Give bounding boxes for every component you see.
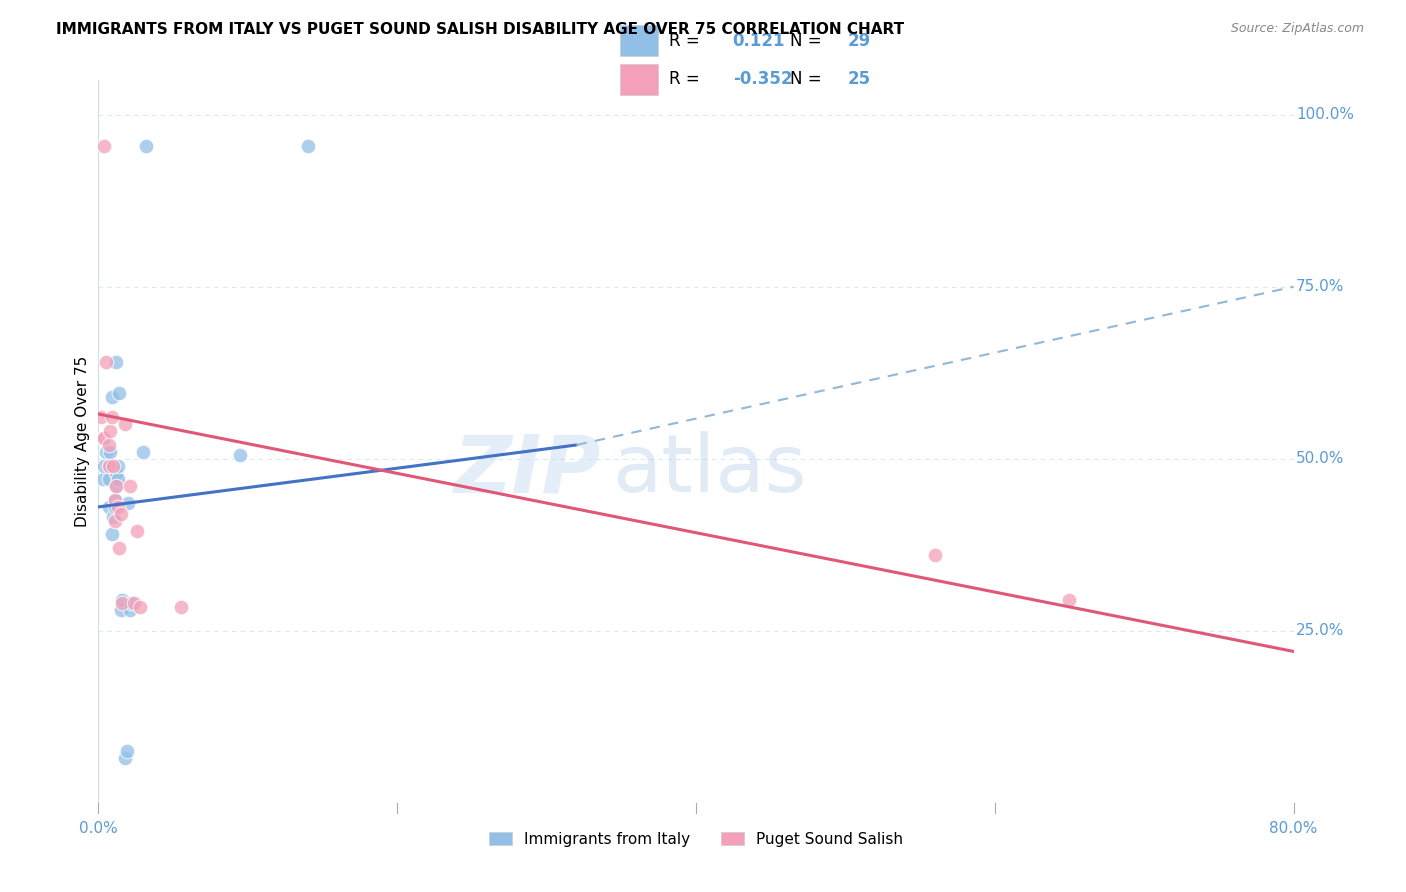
Text: Source: ZipAtlas.com: Source: ZipAtlas.com bbox=[1230, 22, 1364, 36]
Point bbox=[98, 424, 122, 438]
Point bbox=[91, 472, 114, 486]
Point bbox=[229, 448, 252, 462]
Point bbox=[101, 527, 124, 541]
Text: 80.0%: 80.0% bbox=[1270, 821, 1317, 836]
Text: 29: 29 bbox=[848, 32, 872, 50]
Point bbox=[104, 493, 127, 508]
Point bbox=[124, 596, 146, 610]
Point bbox=[107, 472, 129, 486]
Point bbox=[97, 500, 120, 514]
Point bbox=[114, 417, 136, 432]
Text: N =: N = bbox=[790, 32, 827, 50]
Legend: Immigrants from Italy, Puget Sound Salish: Immigrants from Italy, Puget Sound Salis… bbox=[482, 826, 910, 853]
Point bbox=[94, 445, 117, 459]
Point bbox=[107, 500, 129, 514]
Point bbox=[118, 603, 141, 617]
Point bbox=[111, 592, 134, 607]
Point bbox=[114, 751, 136, 765]
Text: -0.352: -0.352 bbox=[733, 70, 792, 87]
Point bbox=[105, 466, 128, 480]
Text: N =: N = bbox=[790, 70, 827, 87]
Point bbox=[132, 445, 155, 459]
Text: 25: 25 bbox=[848, 70, 872, 87]
Point bbox=[101, 410, 124, 425]
FancyBboxPatch shape bbox=[620, 26, 658, 56]
Point bbox=[93, 431, 115, 445]
Point bbox=[127, 524, 149, 538]
Point bbox=[110, 507, 132, 521]
Point bbox=[108, 386, 131, 401]
Point bbox=[111, 596, 134, 610]
Point bbox=[129, 599, 152, 614]
Point bbox=[297, 138, 319, 153]
Point bbox=[110, 603, 132, 617]
Point bbox=[115, 744, 138, 758]
Point bbox=[103, 458, 125, 473]
Text: 100.0%: 100.0% bbox=[1296, 107, 1354, 122]
Point bbox=[104, 514, 127, 528]
Point bbox=[117, 496, 139, 510]
Point bbox=[98, 458, 122, 473]
Point bbox=[98, 445, 122, 459]
Point bbox=[169, 599, 191, 614]
Point bbox=[118, 479, 141, 493]
Point bbox=[97, 438, 120, 452]
Point bbox=[94, 355, 117, 369]
Point bbox=[104, 493, 127, 508]
Text: atlas: atlas bbox=[613, 432, 807, 509]
Point bbox=[90, 410, 112, 425]
Text: ZIP: ZIP bbox=[453, 432, 600, 509]
Point bbox=[101, 390, 124, 404]
Point bbox=[107, 458, 129, 473]
Point bbox=[97, 458, 120, 473]
Text: 25.0%: 25.0% bbox=[1296, 624, 1344, 639]
Text: 0.121: 0.121 bbox=[733, 32, 785, 50]
Point bbox=[924, 548, 946, 562]
Point bbox=[135, 138, 157, 153]
Point bbox=[93, 458, 115, 473]
Point bbox=[105, 479, 128, 493]
Point bbox=[103, 510, 125, 524]
Point bbox=[1059, 592, 1081, 607]
Text: R =: R = bbox=[669, 70, 706, 87]
Point bbox=[120, 596, 142, 610]
Text: R =: R = bbox=[669, 32, 706, 50]
Y-axis label: Disability Age Over 75: Disability Age Over 75 bbox=[75, 356, 90, 527]
FancyBboxPatch shape bbox=[620, 64, 658, 95]
Point bbox=[91, 431, 114, 445]
Text: 50.0%: 50.0% bbox=[1296, 451, 1344, 467]
Point bbox=[97, 472, 120, 486]
Text: 75.0%: 75.0% bbox=[1296, 279, 1344, 294]
Text: IMMIGRANTS FROM ITALY VS PUGET SOUND SALISH DISABILITY AGE OVER 75 CORRELATION C: IMMIGRANTS FROM ITALY VS PUGET SOUND SAL… bbox=[56, 22, 904, 37]
Point bbox=[105, 355, 128, 369]
Text: 0.0%: 0.0% bbox=[79, 821, 118, 836]
Point bbox=[93, 138, 115, 153]
Point bbox=[105, 479, 128, 493]
Point bbox=[104, 500, 127, 514]
Point bbox=[108, 541, 131, 556]
